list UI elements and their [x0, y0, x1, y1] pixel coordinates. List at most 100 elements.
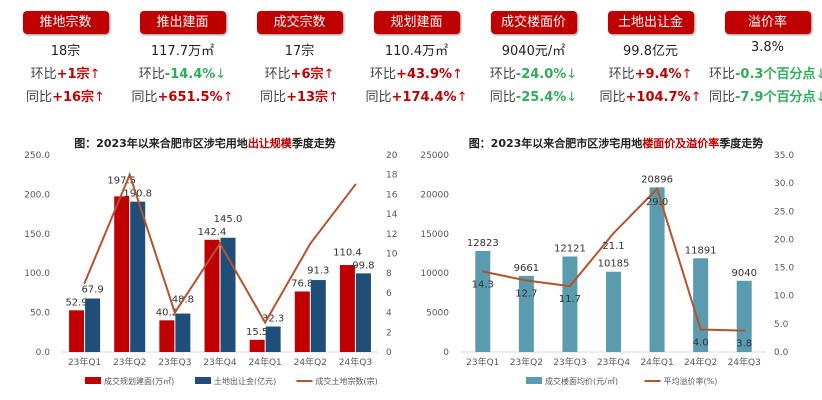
line-label: 4.0: [693, 337, 709, 348]
legend-label: 成交土地宗数(宗): [316, 376, 378, 386]
arrow-down-icon: ↓: [815, 67, 822, 82]
legend-label: 成交楼面均价(元/㎡): [545, 376, 618, 386]
y2-tick-label: 20: [386, 151, 398, 161]
arrow-up-icon: ↑: [89, 67, 101, 82]
x-tick-label: 24年Q3: [728, 356, 761, 368]
y2-tick-label: 20.0: [774, 235, 794, 245]
mom-value: +6宗: [290, 67, 324, 82]
yoy-prefix: 同比: [131, 90, 158, 105]
kpi-card: 溢价率 3.8% 环比-0.3个百分点↓ 同比-7.9个百分点↓: [709, 11, 822, 105]
y2-tick-label: 14: [386, 210, 398, 220]
y-tick-label: 10000: [420, 269, 449, 279]
kpi-mom: 环比-14.4%↓: [124, 63, 241, 82]
data-label: 76.8: [291, 278, 313, 289]
yoy-prefix: 同比: [489, 90, 516, 105]
kpi-yoy: 同比-25.4%↓: [475, 86, 592, 105]
bar: [518, 275, 534, 352]
kpi-label: 成交楼面价: [490, 11, 577, 34]
data-label: 52.9: [65, 297, 87, 308]
line-point: [309, 242, 312, 245]
yoy-value: -25.4%: [515, 90, 567, 105]
arrow-up-icon: ↑: [323, 67, 335, 82]
kpi-value: 17宗: [284, 44, 315, 59]
bar: [339, 265, 355, 352]
kpi-card: 成交楼面价 9040元/㎡ 环比-24.0%↓ 同比-25.4%↓: [475, 11, 592, 105]
y-tick-label: 100.0: [24, 269, 50, 279]
yoy-value: +16宗: [52, 90, 95, 105]
kpi-yoy: 同比+16宗↑: [7, 86, 124, 105]
y2-tick-label: 10: [386, 250, 398, 260]
kpi-yoy: 同比+174.4%↑: [358, 86, 475, 105]
bar: [310, 280, 326, 352]
y-tick-label: 50.0: [30, 309, 50, 319]
legend-label: 平均溢价率(%): [664, 376, 718, 386]
bar: [355, 273, 371, 352]
x-tick-label: 24年Q1: [249, 356, 282, 368]
data-label: 20896: [641, 174, 673, 185]
data-label: 190.8: [123, 189, 152, 200]
kpi-mom: 环比-0.3个百分点↓: [709, 63, 822, 82]
bar: [204, 239, 220, 352]
arrow-up-icon: ↑: [456, 90, 468, 105]
x-tick-label: 23年Q1: [466, 356, 499, 368]
y2-tick-label: 30.0: [774, 179, 794, 189]
mom-prefix: 环比: [138, 67, 165, 82]
kpi-label: 规划建面: [373, 11, 460, 34]
line-label: 3.8: [736, 339, 752, 350]
bar: [130, 201, 146, 352]
bar: [693, 258, 709, 352]
kpi-yoy: 同比-7.9个百分点↓: [709, 86, 822, 105]
x-tick-label: 23年Q2: [113, 356, 146, 368]
kpi-panel: 推地宗数 18宗 环比+1宗↑ 同比+16宗↑ 推出建面 117.7万㎡ 环比-1…: [0, 0, 822, 120]
bar: [649, 187, 665, 352]
chart-title: 图：2023年以来合肥市区涉宅用地出让规模季度走势: [74, 136, 336, 150]
legend-label: 土地出让金(亿元): [214, 376, 276, 386]
title-part: 季度走势: [718, 136, 763, 150]
line-label: 14.3: [472, 280, 494, 291]
data-label: 142.4: [198, 227, 227, 238]
x-tick-label: 24年Q1: [640, 356, 673, 368]
kpi-mom: 环比+9.4%↑: [592, 63, 709, 82]
arrow-down-icon: ↓: [566, 90, 578, 105]
kpi-label: 推地宗数: [22, 11, 109, 34]
arrow-up-icon: ↑: [690, 90, 702, 105]
data-label: 99.8: [352, 260, 374, 271]
data-label: 67.9: [81, 284, 103, 295]
data-label: 40.2: [156, 307, 178, 318]
data-label: 9040: [731, 268, 756, 279]
yoy-value: +104.7%: [625, 90, 691, 105]
y2-tick-label: 5.0: [774, 320, 789, 330]
mom-value: +9.4%: [634, 67, 682, 82]
legend-swatch: [85, 377, 101, 384]
y2-tick-label: 15.0: [774, 264, 794, 274]
x-tick-label: 23年Q3: [158, 356, 191, 368]
mom-prefix: 环比: [264, 67, 291, 82]
title-part: 出让规模: [248, 136, 293, 150]
line-point: [481, 270, 484, 273]
kpi-yoy: 同比+651.5%↑: [124, 86, 241, 105]
y-tick-label: 25000: [420, 151, 449, 161]
line-point: [83, 282, 86, 285]
yoy-value: +651.5%: [157, 90, 223, 105]
kpi-value: 117.7万㎡: [150, 44, 215, 59]
y-tick-label: 250.0: [24, 151, 50, 161]
line-point: [612, 232, 615, 235]
mom-value: -14.4%: [164, 67, 216, 82]
yoy-prefix: 同比: [365, 90, 392, 105]
chart-price-premium: 图：2023年以来合肥市区涉宅用地楼面价及溢价率季度走势 0 5000 10000 15…: [420, 136, 794, 386]
arrow-up-icon: ↑: [222, 90, 234, 105]
bar: [175, 313, 191, 352]
y2-tick-label: 0.0: [774, 348, 789, 358]
kpi-label: 成交宗数: [256, 11, 343, 34]
chart-supply-scale: 图：2023年以来合肥市区涉宅用地出让规模季度走势 0.0 50.0 100.0 150…: [24, 136, 398, 386]
line-point: [656, 187, 659, 190]
y2-tick-label: 4: [386, 309, 392, 319]
arrow-up-icon: ↑: [328, 90, 339, 105]
y2-tick-label: 6: [386, 289, 392, 299]
bar: [220, 237, 236, 352]
kpi-card: 土地出让金 99.8亿元 环比+9.4%↑ 同比+104.7%↑: [592, 11, 709, 105]
y2-tick-label: 0: [386, 348, 392, 358]
yoy-prefix: 同比: [260, 90, 287, 105]
bar: [736, 280, 752, 352]
kpi-label: 推出建面: [139, 11, 226, 34]
